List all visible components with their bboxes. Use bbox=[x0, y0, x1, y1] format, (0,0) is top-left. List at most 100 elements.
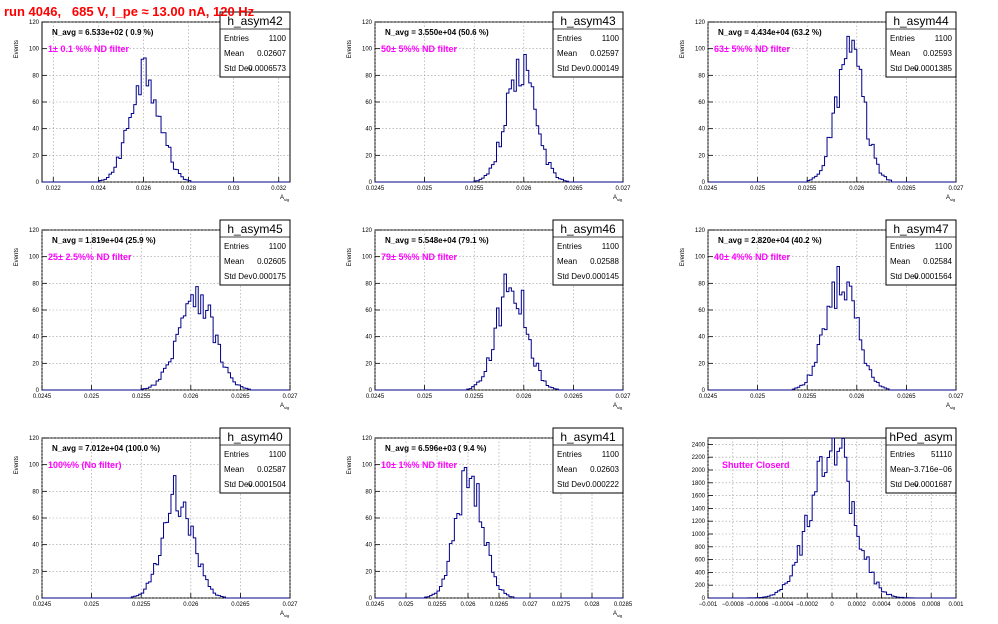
y-tick-label: 1000 bbox=[692, 532, 706, 538]
y-tick-label: 60 bbox=[32, 308, 39, 314]
stats-value: 0.0001564 bbox=[914, 272, 952, 281]
stats-box bbox=[885, 219, 957, 286]
filter-label: 40± 4%% ND filter bbox=[714, 252, 790, 262]
y-tick-label: 100 bbox=[362, 47, 373, 53]
x-tick-label: 0.026 bbox=[516, 186, 532, 192]
y-tick-label: 60 bbox=[32, 516, 39, 522]
y-tick-label: 120 bbox=[362, 436, 373, 442]
x-tick-label: 0.03 bbox=[228, 186, 240, 192]
stats-key: Entries bbox=[557, 450, 582, 459]
y-tick-label: 0 bbox=[36, 180, 40, 186]
y-tick-label: 100 bbox=[29, 463, 40, 469]
x-axis-title: Asig bbox=[280, 611, 289, 618]
y-tick-label: 120 bbox=[362, 228, 373, 234]
stats-box bbox=[552, 11, 624, 78]
y-tick-label: 100 bbox=[29, 47, 40, 53]
y-tick-label: 20 bbox=[365, 153, 372, 159]
stats-value: 0.02605 bbox=[257, 257, 286, 266]
x-axis-title: Asig bbox=[613, 195, 622, 202]
y-tick-label: 2000 bbox=[692, 468, 706, 474]
stats-title: h_asym45 bbox=[227, 222, 283, 236]
x-tick-label: 0.027 bbox=[948, 186, 964, 192]
y-tick-label: 0 bbox=[702, 180, 706, 186]
n-avg-label: N_avg = 2.820e+04 (40.2 %) bbox=[718, 236, 822, 245]
stats-key: Std Dev bbox=[890, 272, 918, 281]
x-tick-label: 0.027 bbox=[615, 394, 631, 400]
y-axis-title: Events bbox=[347, 456, 353, 474]
x-tick-label: 0.0265 bbox=[897, 186, 916, 192]
stats-key: Std Dev bbox=[557, 64, 585, 73]
stats-key: Mean bbox=[557, 49, 577, 58]
y-tick-label: 1400 bbox=[692, 506, 706, 512]
y-tick-label: 40 bbox=[32, 335, 39, 341]
x-tick-label: 0.024 bbox=[91, 186, 107, 192]
stats-box bbox=[219, 219, 291, 286]
y-tick-label: 120 bbox=[29, 228, 40, 234]
y-axis-title: Events bbox=[680, 40, 686, 58]
y-tick-label: 400 bbox=[695, 570, 706, 576]
x-tick-label: 0.0245 bbox=[699, 394, 718, 400]
x-tick-label: 0.0245 bbox=[366, 602, 385, 608]
y-tick-label: 120 bbox=[29, 20, 40, 26]
x-tick-label: 0.027 bbox=[522, 602, 538, 608]
panel-h_asym41: 0.0245 0.025 0.0255 0.026 0.0265 0.027 0.0275 0… bbox=[347, 427, 633, 618]
x-tick-label: 0.0265 bbox=[564, 394, 583, 400]
x-tick-label: 0.0255 bbox=[465, 394, 484, 400]
x-tick-label: 0.0255 bbox=[798, 394, 817, 400]
x-tick-label: −0.001 bbox=[699, 602, 718, 608]
stats-key: Entries bbox=[890, 242, 915, 251]
x-tick-label: 0.027 bbox=[282, 394, 298, 400]
stats-value: 1100 bbox=[269, 242, 287, 251]
histogram-line bbox=[708, 265, 956, 391]
panel-h_asym47: 0.0245 0.025 0.0255 0.026 0.0265 0.027 0 20 40 60… bbox=[680, 219, 964, 410]
stats-box bbox=[885, 427, 957, 494]
y-tick-label: 60 bbox=[698, 100, 705, 106]
filter-label: 1± 0.1 %% ND filter bbox=[48, 44, 129, 54]
y-tick-label: 20 bbox=[32, 569, 39, 575]
y-tick-label: 80 bbox=[365, 281, 372, 287]
y-tick-label: 20 bbox=[698, 361, 705, 367]
x-tick-label: 0.0285 bbox=[614, 602, 633, 608]
x-tick-label: 0.025 bbox=[84, 394, 100, 400]
filter-label: 10± 1%% ND filter bbox=[381, 460, 457, 470]
y-tick-label: 40 bbox=[365, 335, 372, 341]
x-tick-label: 0.0002 bbox=[848, 602, 867, 608]
stats-key: Entries bbox=[224, 242, 249, 251]
y-tick-label: 100 bbox=[362, 463, 373, 469]
y-tick-label: 60 bbox=[365, 516, 372, 522]
x-tick-label: 0.0245 bbox=[33, 602, 52, 608]
y-tick-label: 0 bbox=[369, 388, 373, 394]
stats-key: Std Dev bbox=[557, 272, 585, 281]
n-avg-label: N_avg = 6.533e+02 ( 0.9 %) bbox=[52, 28, 154, 37]
stats-title: h_asym47 bbox=[893, 222, 949, 236]
panel-h_asym43: 0.0245 0.025 0.0255 0.026 0.0265 0.027 0 20 40 60… bbox=[347, 11, 631, 202]
x-tick-label: 0 bbox=[830, 602, 834, 608]
stats-key: Std Dev bbox=[224, 272, 252, 281]
filter-label: 63± 5%% ND filter bbox=[714, 44, 790, 54]
y-tick-label: 0 bbox=[36, 388, 40, 394]
x-tick-label: 0.0008 bbox=[922, 602, 941, 608]
x-tick-label: 0.025 bbox=[84, 602, 100, 608]
x-tick-label: 0.027 bbox=[282, 602, 298, 608]
y-tick-label: 600 bbox=[695, 558, 706, 564]
x-tick-label: 0.0255 bbox=[132, 394, 151, 400]
x-tick-label: 0.0245 bbox=[699, 186, 718, 192]
stats-key: Std Dev bbox=[224, 64, 252, 73]
stats-value: 1100 bbox=[935, 242, 953, 251]
y-tick-label: 1800 bbox=[692, 481, 706, 487]
y-tick-label: 120 bbox=[362, 20, 373, 26]
y-tick-label: 0 bbox=[702, 388, 706, 394]
x-tick-label: 0.0265 bbox=[231, 394, 250, 400]
stats-box bbox=[552, 219, 624, 286]
n-avg-label: N_avg = 1.819e+04 (25.9 %) bbox=[52, 236, 156, 245]
stats-value: 1100 bbox=[602, 450, 620, 459]
stats-value: 0.02587 bbox=[257, 465, 286, 474]
y-tick-label: 800 bbox=[695, 545, 706, 551]
y-tick-label: 20 bbox=[365, 361, 372, 367]
n-avg-label: N_avg = 7.012e+04 (100.0 %) bbox=[52, 444, 160, 453]
x-tick-label: 0.0255 bbox=[798, 186, 817, 192]
y-axis-title: Events bbox=[680, 248, 686, 266]
y-tick-label: 80 bbox=[365, 73, 372, 79]
stats-value: 1100 bbox=[269, 34, 287, 43]
x-tick-label: 0.0265 bbox=[231, 602, 250, 608]
